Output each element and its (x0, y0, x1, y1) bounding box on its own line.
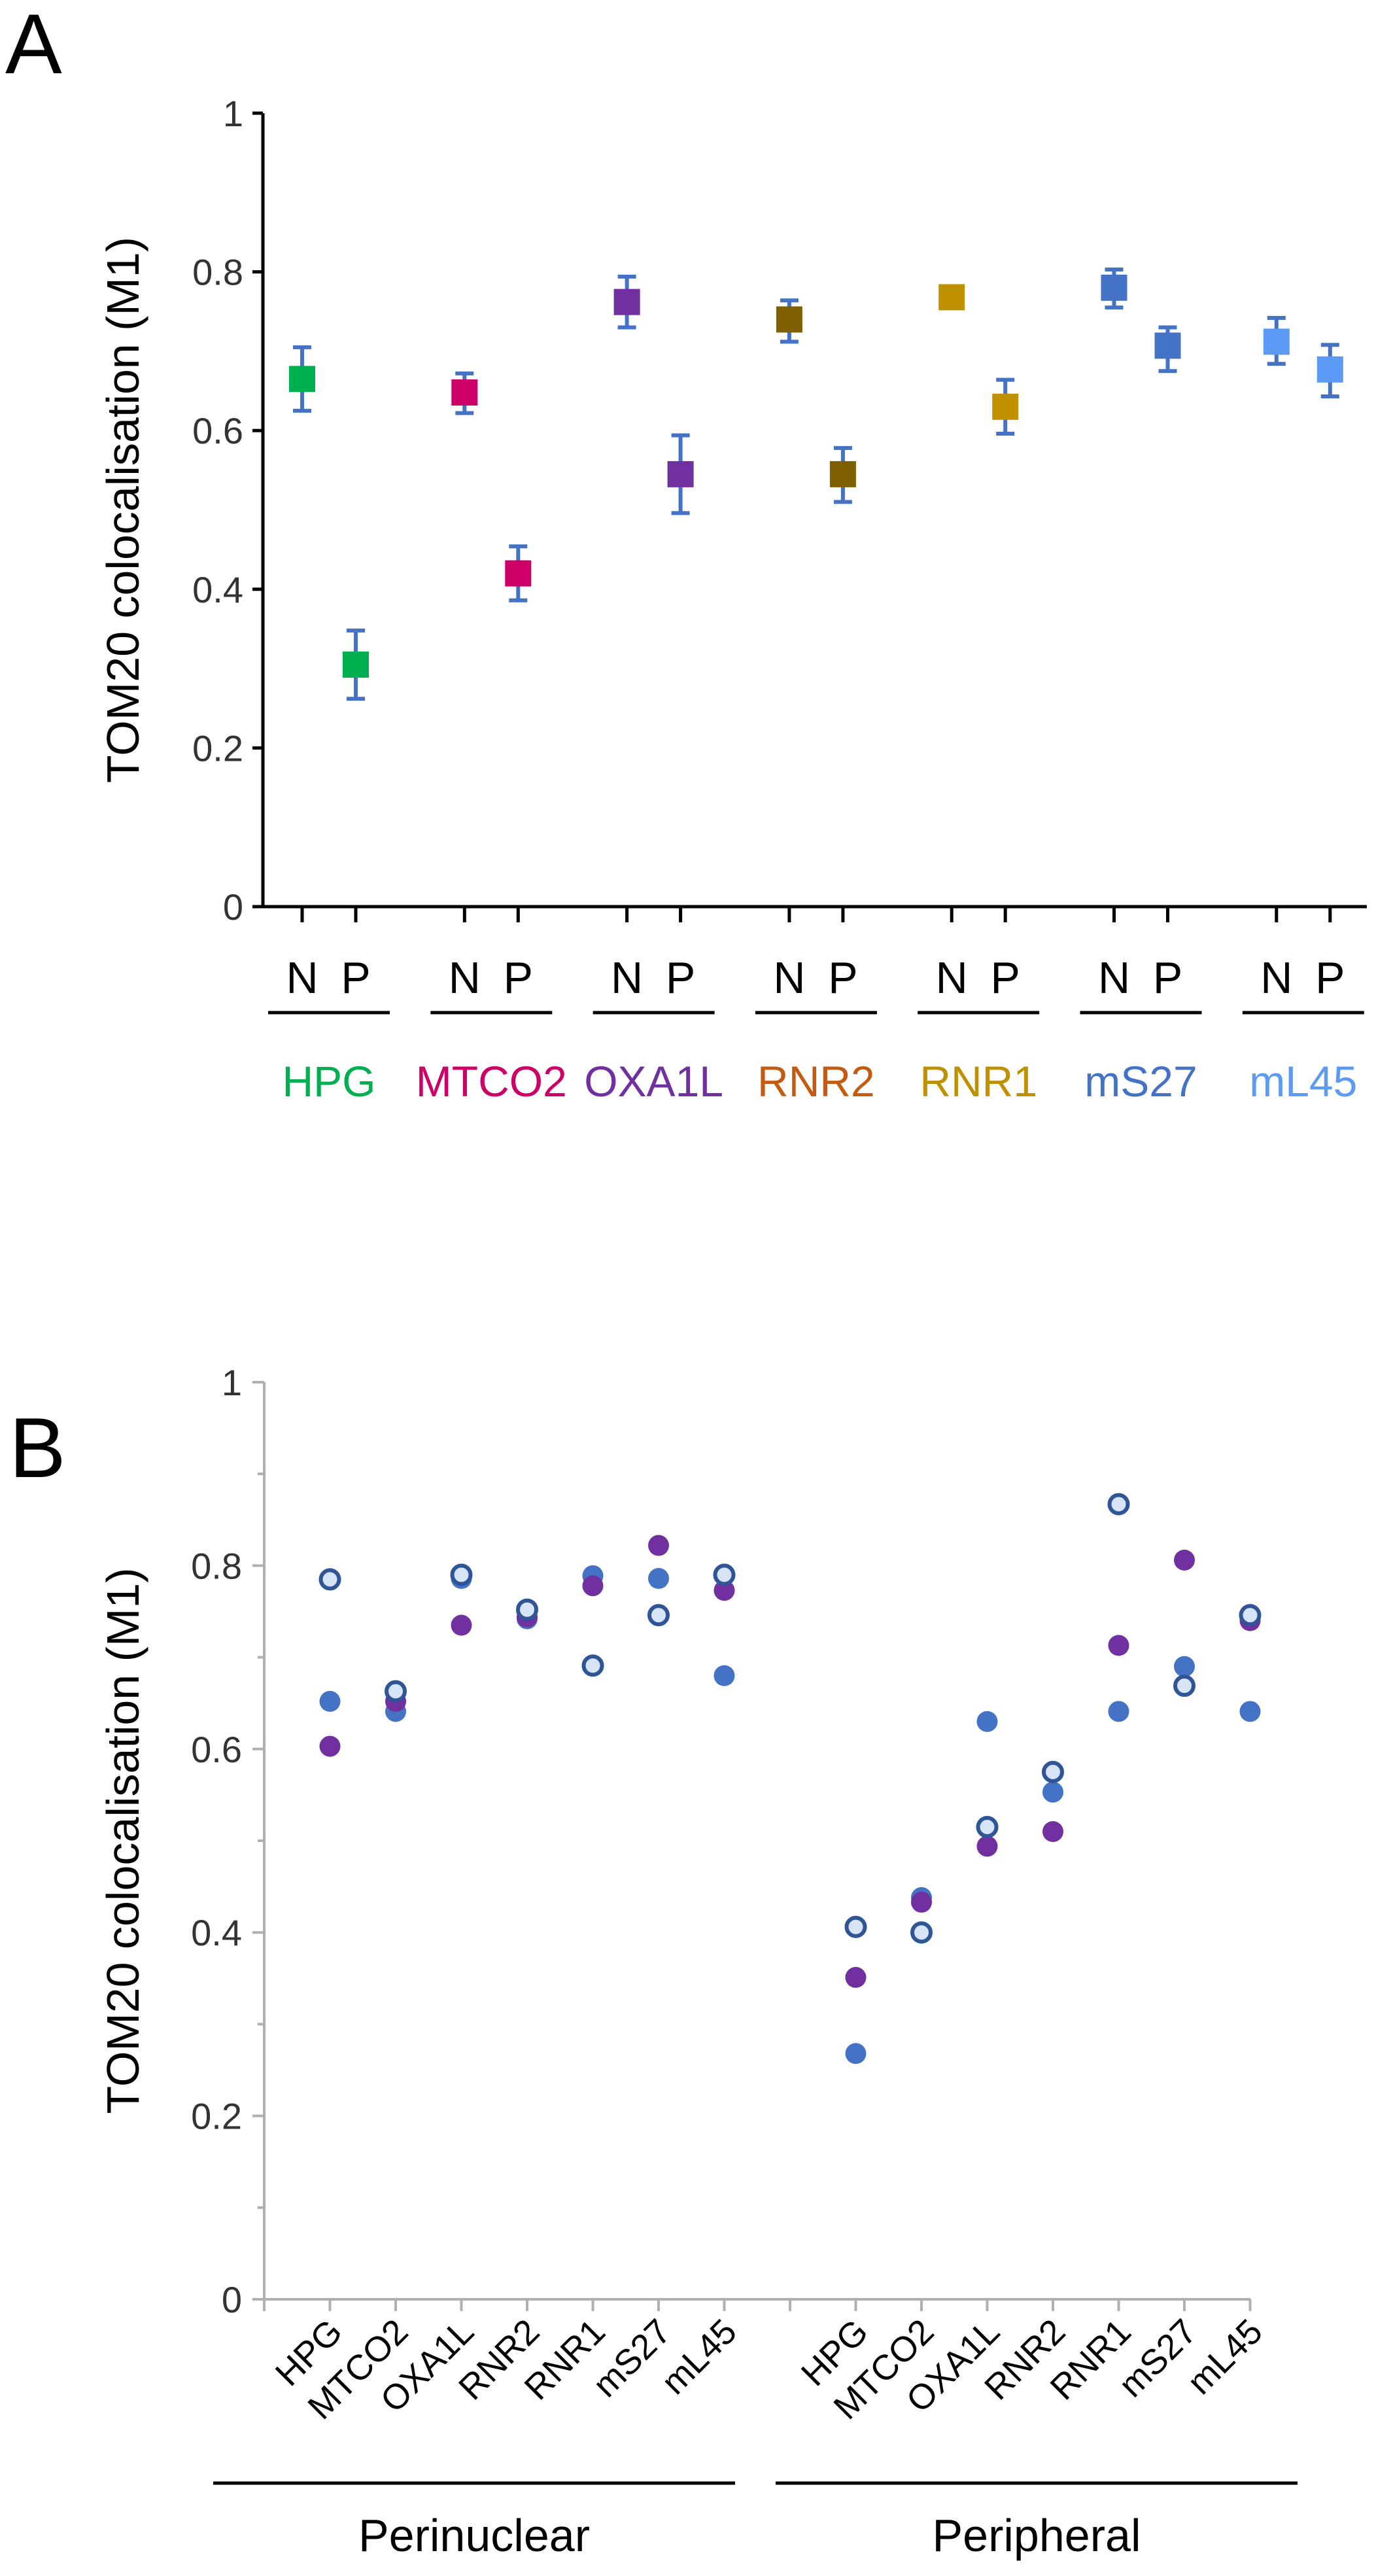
location-label-p: P (504, 953, 533, 1003)
data-point-peripheral-rnr2-rep3 (1042, 1760, 1064, 1783)
y-tick-label: 1 (223, 93, 243, 134)
data-point-peripheral-rnr1-rep3 (1107, 1493, 1130, 1516)
mean-marker-rnr2-n (776, 306, 802, 333)
y-axis-title: TOM20 colocalisation (M1) (97, 237, 148, 783)
location-label-n: N (773, 953, 805, 1003)
mean-marker-rnr1-n (938, 284, 965, 311)
data-point-perinuclear-oxa1l-rep3 (450, 1563, 473, 1586)
y-tick-label: 0.4 (191, 1912, 242, 1953)
data-point-peripheral-rnr2-rep1 (1042, 1781, 1063, 1803)
location-label-p: P (1153, 953, 1182, 1003)
group-label-ms27: mS27 (1084, 1057, 1197, 1105)
y-tick-label: 0.6 (191, 1729, 242, 1770)
location-label-n: N (611, 953, 643, 1003)
data-point-perinuclear-rnr1-rep3 (581, 1654, 604, 1677)
location-label-p: P (666, 953, 695, 1003)
location-label-n: N (1260, 953, 1292, 1003)
mean-marker-mtco2-p (505, 560, 532, 587)
mean-marker-hpg-p (343, 652, 369, 678)
x-category-label-ms27: mS27 (585, 2312, 678, 2405)
data-point-peripheral-rnr2-rep2 (1042, 1820, 1063, 1842)
panel-letter-b: B (9, 1400, 66, 1495)
location-label-p: P (991, 953, 1020, 1003)
location-label-p: P (828, 953, 857, 1003)
data-point-peripheral-oxa1l-rep1 (976, 1711, 998, 1732)
mean-marker-oxa1l-n (613, 288, 640, 315)
data-point-perinuclear-ms27-rep3 (647, 1604, 670, 1627)
mean-marker-ms27-n (1101, 274, 1127, 301)
group-label-ml45: mL45 (1249, 1057, 1357, 1105)
data-point-perinuclear-hpg-rep3 (318, 1568, 341, 1591)
data-point-peripheral-hpg-rep3 (844, 1915, 867, 1938)
region-label-perinuclear: Perinuclear (358, 2510, 590, 2561)
x-category-label-ms27: mS27 (1111, 2312, 1204, 2405)
location-label-n: N (286, 953, 318, 1003)
y-axis-title: TOM20 colocalisation (M1) (97, 1567, 148, 2114)
x-category-label-ml45: mL45 (1180, 2312, 1270, 2402)
location-label-n: N (449, 953, 481, 1003)
data-point-perinuclear-ml45-rep2 (714, 1580, 735, 1601)
y-tick-label: 0.2 (192, 727, 243, 769)
mean-marker-hpg-n (289, 366, 315, 392)
y-tick-label: 0 (223, 886, 243, 928)
group-label-mtco2: MTCO2 (416, 1057, 567, 1105)
data-point-perinuclear-ms27-rep1 (648, 1568, 669, 1590)
data-point-peripheral-rnr1-rep2 (1108, 1635, 1129, 1656)
data-point-peripheral-ml45-rep3 (1239, 1604, 1262, 1627)
data-point-perinuclear-ml45-rep3 (713, 1563, 736, 1586)
panel-letter-a: A (5, 0, 62, 92)
y-tick-label: 0.4 (192, 569, 243, 610)
mean-marker-ms27-p (1154, 332, 1181, 359)
location-label-n: N (936, 953, 968, 1003)
group-label-rnr1: RNR1 (920, 1057, 1037, 1105)
location-label-p: P (1315, 953, 1345, 1003)
mean-marker-rnr2-p (829, 461, 856, 487)
y-tick-label: 0.8 (192, 252, 243, 293)
group-label-oxa1l: OXA1L (584, 1057, 723, 1105)
mean-marker-mtco2-n (451, 379, 478, 406)
y-tick-label: 0.6 (192, 410, 243, 451)
location-label-n: N (1098, 953, 1130, 1003)
mean-marker-ml45-p (1316, 356, 1343, 383)
data-point-perinuclear-rnr1-rep2 (582, 1575, 604, 1597)
data-point-peripheral-mtco2-rep3 (910, 1921, 933, 1944)
group-label-rnr2: RNR2 (757, 1057, 875, 1105)
data-point-perinuclear-mtco2-rep3 (385, 1680, 407, 1703)
data-point-peripheral-rnr1-rep1 (1108, 1701, 1129, 1722)
data-point-peripheral-ms27-rep1 (1174, 1656, 1195, 1677)
data-point-perinuclear-hpg-rep2 (319, 1735, 341, 1757)
data-point-peripheral-mtco2-rep2 (911, 1891, 932, 1913)
data-point-peripheral-oxa1l-rep2 (976, 1836, 998, 1857)
data-point-perinuclear-ml45-rep1 (714, 1665, 735, 1686)
data-point-peripheral-hpg-rep1 (845, 2043, 867, 2064)
data-point-peripheral-hpg-rep2 (845, 1966, 867, 1988)
data-point-peripheral-oxa1l-rep3 (976, 1815, 999, 1838)
group-label-hpg: HPG (282, 1057, 375, 1105)
data-point-perinuclear-ms27-rep2 (648, 1535, 669, 1556)
mean-marker-rnr1-p (992, 393, 1019, 420)
data-point-peripheral-ms27-rep2 (1174, 1549, 1195, 1571)
region-label-peripheral: Peripheral (932, 2510, 1141, 2561)
y-tick-label: 0.8 (191, 1545, 242, 1586)
data-point-perinuclear-hpg-rep1 (319, 1690, 341, 1712)
location-label-p: P (341, 953, 370, 1003)
mean-marker-ml45-n (1263, 328, 1290, 355)
data-point-perinuclear-oxa1l-rep2 (451, 1614, 472, 1636)
data-point-peripheral-ml45-rep1 (1239, 1701, 1261, 1722)
data-point-peripheral-ms27-rep3 (1173, 1675, 1195, 1697)
y-tick-label: 0.2 (191, 2096, 242, 2137)
mean-marker-oxa1l-p (667, 461, 694, 487)
data-point-perinuclear-rnr2-rep3 (516, 1598, 538, 1621)
x-category-label-ml45: mL45 (654, 2312, 744, 2402)
panel-a-chart: 0 0.2 0.4 0.6 0.8 1 TOM20 colocalisation (M1) N… (97, 93, 1367, 1105)
y-tick-label: 0 (222, 2279, 242, 2320)
y-tick-label: 1 (222, 1362, 242, 1403)
